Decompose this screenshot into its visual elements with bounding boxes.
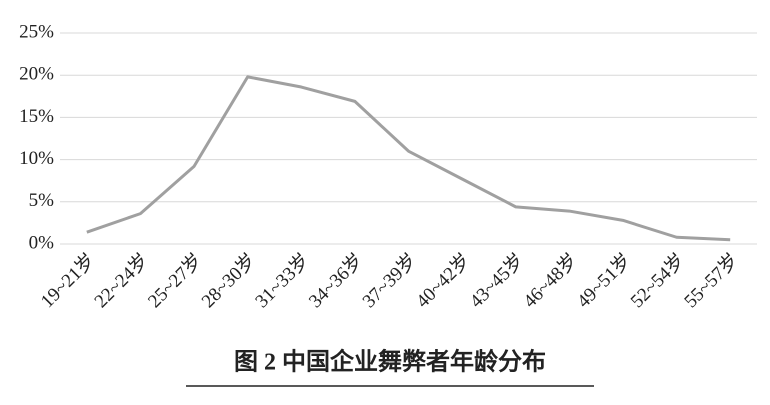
x-tick-label: 22~24岁 — [90, 249, 153, 312]
y-tick-label: 5% — [29, 190, 55, 211]
x-tick-label: 19~21岁 — [36, 249, 99, 312]
x-tick-label: 37~39岁 — [358, 249, 421, 312]
x-tick-label: 49~51岁 — [572, 249, 635, 312]
x-tick-label: 40~42岁 — [412, 249, 475, 312]
chart-title: 图 2 中国企业舞弊者年龄分布 — [234, 348, 546, 376]
y-tick-label: 20% — [19, 64, 54, 85]
y-tick-label: 10% — [19, 148, 54, 169]
x-tick-label: 31~33岁 — [251, 249, 314, 312]
x-tick-label: 34~36岁 — [304, 249, 367, 312]
x-tick-label: 43~45岁 — [465, 249, 528, 312]
y-tick-label: 15% — [19, 106, 54, 127]
x-tick-label: 52~54岁 — [626, 249, 689, 312]
x-tick-label: 46~48岁 — [519, 249, 582, 312]
x-tick-label: 25~27岁 — [144, 249, 207, 312]
x-tick-label: 28~30岁 — [197, 249, 260, 312]
x-tick-label: 55~57岁 — [680, 249, 743, 312]
y-tick-label: 25% — [19, 21, 54, 42]
series-line — [86, 75, 731, 242]
y-tick-label: 0% — [29, 232, 55, 253]
